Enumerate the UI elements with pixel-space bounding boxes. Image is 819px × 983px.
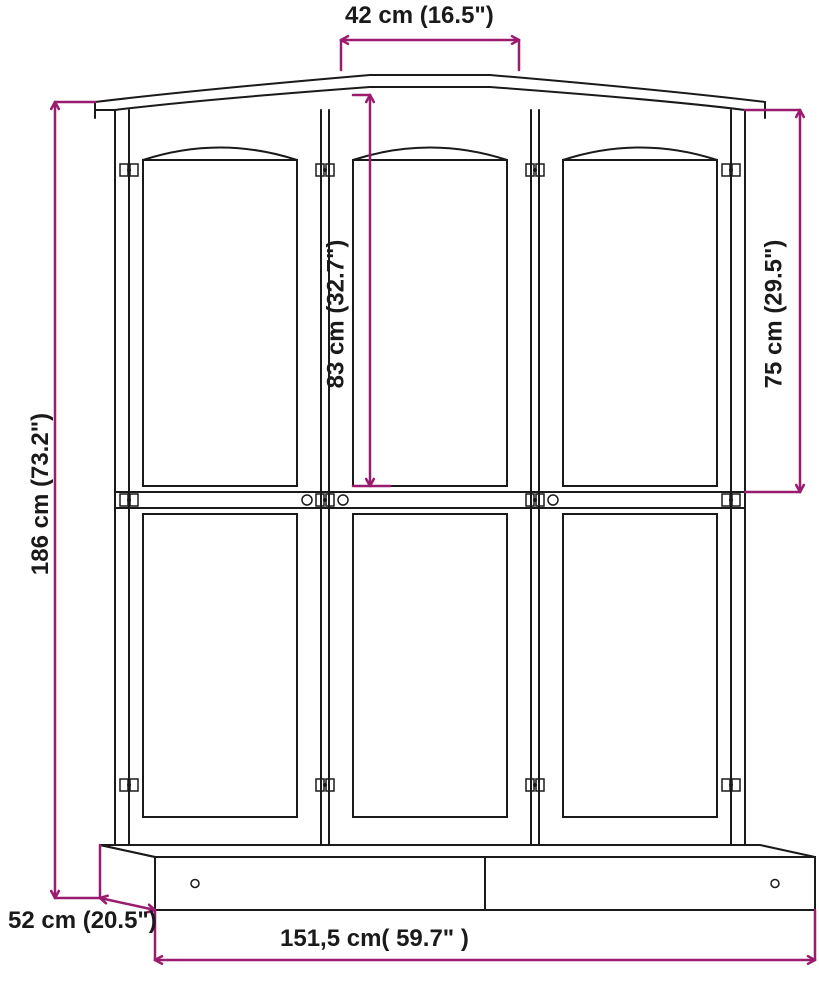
label-upper-panel-height: 83 cm (32.7") bbox=[322, 240, 350, 389]
label-depth-line1: 52 cm (20.5") bbox=[8, 907, 157, 934]
label-right-upper-height: 75 cm (29.5") bbox=[760, 240, 788, 389]
label-depth: 52 cm (20.5") bbox=[8, 908, 157, 934]
label-total-height: 186 cm (73.2") bbox=[27, 413, 55, 575]
label-top-width: 42 cm (16.5") bbox=[345, 2, 494, 30]
label-bottom-width: 151,5 cm( 59.7" ) bbox=[280, 925, 469, 953]
